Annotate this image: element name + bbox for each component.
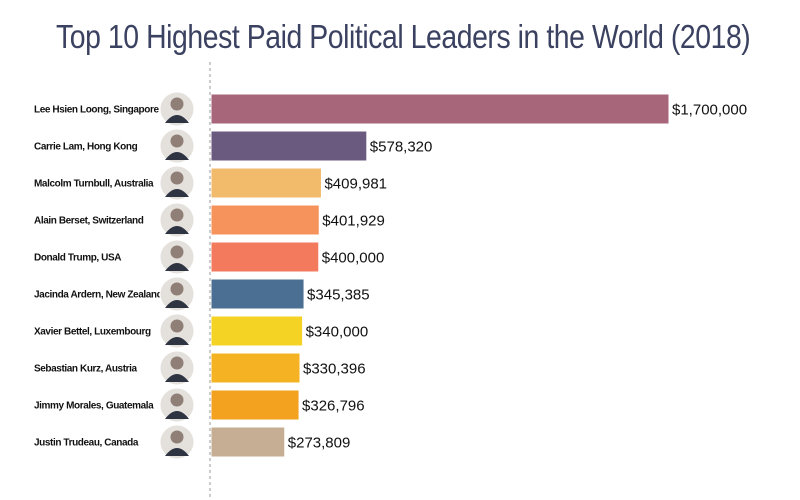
avatar <box>159 165 195 201</box>
bar <box>210 167 322 199</box>
category-label: Sebastian Kurz, Austria <box>34 364 138 375</box>
value-label: $400,000 <box>322 250 385 267</box>
value-label: $345,385 <box>307 287 370 304</box>
avatar <box>159 387 195 423</box>
value-label: $409,981 <box>324 176 387 193</box>
bar <box>210 315 304 347</box>
value-label: $578,320 <box>370 139 433 156</box>
avatar <box>159 202 195 238</box>
bar <box>210 278 305 310</box>
category-label: Malcolm Turnbull, Australia <box>34 179 154 190</box>
value-label: $401,929 <box>322 213 385 230</box>
avatar <box>159 239 195 275</box>
category-label: Alain Berset, Switzerland <box>34 216 144 227</box>
bar <box>210 204 320 236</box>
avatar <box>159 424 195 460</box>
avatar <box>159 313 195 349</box>
bar <box>210 389 300 421</box>
bar <box>210 130 368 162</box>
value-label: $326,796 <box>302 398 365 415</box>
bar-rows: Lee Hsien Loong, Singapore $1,700,000 Carr… <box>34 91 747 460</box>
category-label: Donald Trump, USA <box>34 253 121 264</box>
category-label: Xavier Bettel, Luxembourg <box>34 327 151 338</box>
bar <box>210 352 301 384</box>
value-label: $273,809 <box>288 435 351 452</box>
bar <box>210 241 320 273</box>
category-label: Jimmy Morales, Guatemala <box>34 401 154 412</box>
value-label: $330,396 <box>303 361 366 378</box>
avatar <box>159 128 195 164</box>
value-label: $1,700,000 <box>672 102 747 119</box>
avatar <box>159 350 195 386</box>
category-label: Lee Hsien Loong, Singapore <box>34 105 159 116</box>
avatar <box>159 276 195 312</box>
bar <box>210 426 286 458</box>
value-label: $340,000 <box>306 324 369 341</box>
category-label: Carrie Lam, Hong Kong <box>34 142 138 153</box>
avatar <box>159 91 195 127</box>
chart-title: Top 10 Highest Paid Political Leaders in… <box>56 18 751 55</box>
bar <box>210 93 670 125</box>
category-label: Jacinda Ardern, New Zealand <box>34 290 163 301</box>
category-label: Justin Trudeau, Canada <box>34 438 139 449</box>
